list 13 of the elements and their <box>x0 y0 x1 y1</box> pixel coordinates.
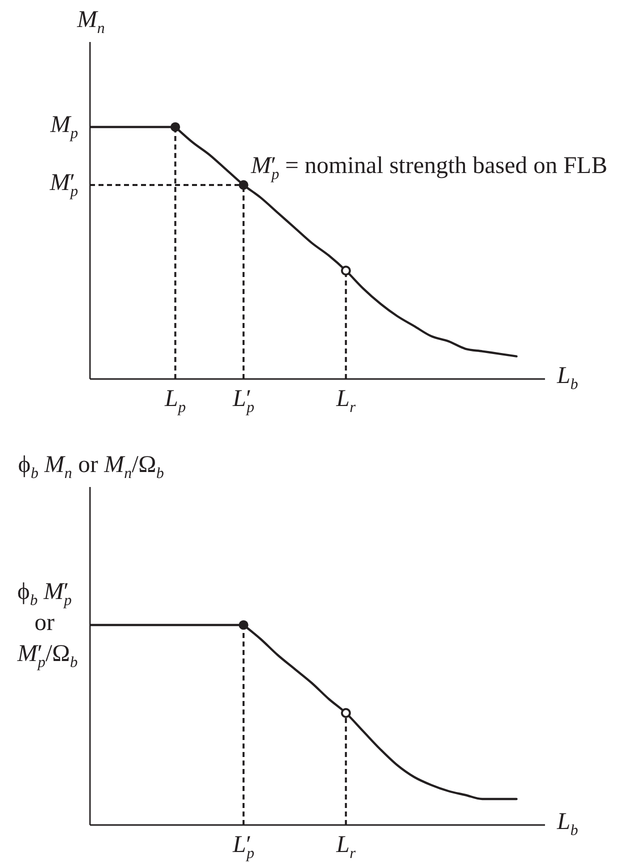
x-axis-title: L$_{b}$ <box>556 809 578 840</box>
text: ϕ$_{b}$ M$_{n}$ or M$_{n}$/Ω$_{b}$ <box>18 452 164 482</box>
x-tick-label: L$_{r}$ <box>335 386 357 416</box>
text: ϕ$_{b}$ M′$_{p}$ or M′$_{p}$/Ω$_{b}$ <box>17 579 78 672</box>
text: M′$_{p}$ = nominal strength based on FLB <box>251 153 608 184</box>
x-axis-title: L$_{b}$ <box>556 363 578 394</box>
x-tick-label: L′$_{p}$ <box>232 832 255 862</box>
ref-line-label: M′$_{p}$ <box>48 170 78 200</box>
x-tick-label: L′$_{p}$ <box>232 386 255 416</box>
ref-line-label: M$_{p}$ <box>49 112 78 142</box>
x-tick-label: L$_{r}$ <box>335 832 357 862</box>
x-tick-label: L$_{p}$ <box>164 386 186 416</box>
y-axis-title: M$_{n}$ <box>76 7 106 38</box>
